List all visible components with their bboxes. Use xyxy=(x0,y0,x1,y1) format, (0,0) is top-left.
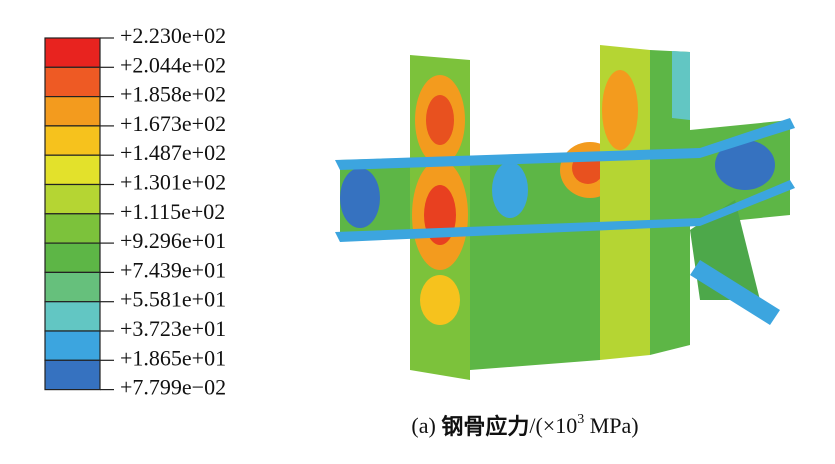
legend-swatch xyxy=(44,183,101,215)
stress-region xyxy=(492,162,528,218)
legend-label: +1.487e+02 xyxy=(120,140,226,165)
caption-unit: MPa) xyxy=(590,413,639,438)
caption-exponent: 3 xyxy=(577,412,584,427)
legend-label: +3.723e+01 xyxy=(120,316,226,341)
legend-label: +5.581e+01 xyxy=(120,287,226,312)
brace xyxy=(690,260,780,325)
legend-swatch xyxy=(44,271,101,303)
legend-swatch xyxy=(44,213,101,244)
column-right xyxy=(650,50,690,355)
legend-label: +1.673e+02 xyxy=(120,111,226,136)
legend-label: +1.115e+02 xyxy=(120,199,225,224)
model-render xyxy=(335,45,795,380)
panel xyxy=(470,228,600,370)
stress-region xyxy=(672,51,690,120)
flange xyxy=(335,118,795,170)
legend-swatch xyxy=(44,242,101,274)
caption: (a) 钢骨应力/(×103 MPa) xyxy=(411,412,638,440)
legend-label: +7.799e−02 xyxy=(120,375,226,400)
legend-swatch xyxy=(44,125,101,156)
flange xyxy=(335,180,795,242)
legend-label: +1.858e+02 xyxy=(120,82,226,107)
stress-region xyxy=(420,275,460,325)
stress-region xyxy=(715,140,775,190)
caption-unit: /(×10 xyxy=(529,413,577,438)
stress-region xyxy=(602,70,638,150)
stress-region xyxy=(340,168,380,228)
legend-swatch xyxy=(44,37,101,68)
legend-swatch xyxy=(44,330,101,361)
legend-swatch xyxy=(44,66,101,98)
stress-region xyxy=(426,95,454,145)
legend-label: +7.439e+01 xyxy=(120,257,226,282)
caption-title: 钢骨应力 xyxy=(441,414,529,440)
legend: +2.230e+02 +2.044e+02 +1.858e+02 +1.673e+02… xyxy=(44,23,226,400)
legend-label: +9.296e+01 xyxy=(120,228,226,253)
legend-label: +1.301e+02 xyxy=(120,170,226,195)
legend-swatch xyxy=(44,154,101,186)
legend-swatch xyxy=(44,301,101,332)
legend-label: +1.865e+01 xyxy=(120,345,226,370)
caption-label: (a) xyxy=(411,413,435,438)
legend-label: +2.230e+02 xyxy=(120,23,226,48)
legend-label: +2.044e+02 xyxy=(120,52,226,77)
legend-swatch xyxy=(44,95,101,127)
legend-swatch xyxy=(44,359,101,391)
